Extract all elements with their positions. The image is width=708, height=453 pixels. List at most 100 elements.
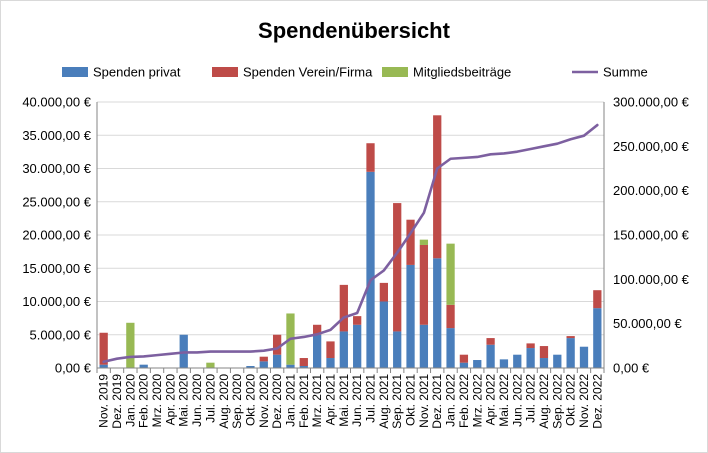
- bar-spenden-verein-firma: [446, 304, 455, 329]
- x-tick-label: Mrz. 2021: [310, 374, 324, 428]
- x-tick-label: Jun. 2022: [510, 374, 524, 427]
- bar-spenden-verein-firma: [433, 115, 442, 259]
- y-left-tick-label: 25.000,00 €: [22, 194, 91, 209]
- bar-spenden-privat: [339, 331, 348, 368]
- x-tick-label: Jul. 2020: [203, 374, 217, 423]
- bar-spenden-verein-firma: [526, 343, 535, 349]
- x-tick-label: Jan. 2022: [444, 374, 458, 427]
- bar-spenden-verein-firma: [99, 332, 108, 365]
- bar-spenden-privat: [486, 344, 495, 368]
- x-tick-label: Nov. 2020: [257, 374, 271, 428]
- bar-spenden-privat: [593, 308, 602, 368]
- x-tick-label: Feb. 2020: [137, 374, 151, 428]
- legend-swatch: [62, 67, 88, 77]
- chart-title: Spendenübersicht: [258, 18, 451, 43]
- bar-spenden-privat: [99, 364, 108, 368]
- bar-spenden-privat: [393, 331, 402, 368]
- x-tick-label: Feb. 2022: [457, 374, 471, 428]
- x-tick-label: Sep. 2021: [390, 374, 404, 429]
- bar-spenden-privat: [379, 301, 388, 368]
- y-right-tick-label: 0,00 €: [613, 361, 650, 376]
- bar-spenden-privat: [299, 366, 308, 368]
- bar-spenden-verein-firma: [406, 219, 415, 265]
- x-tick-label: Dez. 2019: [110, 374, 124, 429]
- x-tick-label: Aug. 2020: [217, 374, 231, 429]
- bar-spenden-privat: [459, 362, 469, 368]
- bar-spenden-verein-firma: [419, 244, 429, 325]
- bar-spenden-verein-firma: [486, 338, 495, 345]
- bar-spenden-verein-firma: [566, 336, 575, 339]
- x-tick-label: Nov. 2021: [417, 374, 431, 428]
- sum-line-layer: [102, 123, 599, 364]
- y-right-tick-label: 250.000,00 €: [613, 139, 690, 154]
- bar-spenden-verein-firma: [353, 316, 362, 325]
- sum-line: [102, 123, 599, 364]
- y-left-tick-label: 5.000,00 €: [30, 327, 92, 342]
- bar-spenden-privat: [513, 354, 522, 368]
- x-tick-label: Okt. 2021: [404, 374, 418, 426]
- legend: Spenden privat Spenden Verein/Firma Mitgli…: [62, 65, 648, 80]
- y-left-tick-label: 20.000,00 €: [22, 228, 91, 243]
- y-right-tick-label: 200.000,00 €: [613, 183, 690, 198]
- bar-spenden-verein-firma: [259, 356, 268, 362]
- bar-spenden-privat: [539, 358, 549, 368]
- x-tick-label: Jul. 2022: [524, 374, 538, 423]
- bar-spenden-privat: [473, 360, 482, 368]
- bar-spenden-privat: [246, 366, 255, 368]
- bar-spenden-verein-firma: [393, 203, 402, 332]
- x-tick-label: Mai. 2022: [497, 374, 511, 427]
- x-tick-label: Dez. 2022: [590, 374, 604, 429]
- x-tick-label: Okt. 2020: [243, 374, 257, 426]
- bar-spenden-verein-firma: [379, 282, 388, 302]
- y-left-tick-label: 0,00 €: [55, 361, 92, 376]
- bar-spenden-privat: [406, 264, 415, 368]
- legend-label: Mitgliedsbeiträge: [413, 65, 511, 80]
- bars: [99, 115, 602, 368]
- y-right-tick-label: 50.000,00 €: [613, 316, 682, 331]
- legend-label: Spenden privat: [93, 65, 181, 80]
- bar-spenden-privat: [326, 358, 335, 368]
- bar-spenden-verein-firma: [366, 143, 375, 172]
- bar-mitgliedsbeiträge: [126, 322, 135, 368]
- axes: 0,00 € 5.000,00 € 10.000,00 € 15.000,00 € 20…: [22, 95, 689, 429]
- bar-spenden-privat: [272, 354, 282, 368]
- x-tick-label: Mai. 2020: [177, 374, 191, 427]
- x-tick-label: Aug. 2022: [537, 374, 551, 429]
- x-tick-label: Apr. 2021: [323, 374, 337, 426]
- x-tick-label: Apr. 2020: [163, 374, 177, 426]
- x-tick-label: Jan. 2020: [123, 374, 137, 427]
- bar-spenden-privat: [566, 338, 575, 368]
- legend-swatch: [212, 67, 238, 77]
- gridlines: [97, 101, 604, 369]
- legend-label: Summe: [603, 65, 648, 80]
- bar-spenden-verein-firma: [326, 341, 335, 359]
- y-right-tick-label: 300.000,00 €: [613, 95, 690, 110]
- bar-spenden-verein-firma: [299, 358, 308, 367]
- bar-spenden-privat: [419, 324, 429, 368]
- y-left-tick-label: 10.000,00 €: [22, 294, 91, 309]
- x-tick-label: Jul. 2021: [364, 374, 378, 423]
- bar-spenden-privat: [353, 324, 362, 368]
- bar-spenden-verein-firma: [313, 324, 322, 335]
- bar-mitgliedsbeiträge: [206, 362, 215, 368]
- y-left-tick-label: 40.000,00 €: [22, 95, 91, 110]
- x-tick-label: Feb. 2021: [297, 374, 311, 428]
- bar-spenden-privat: [366, 171, 375, 368]
- bar-spenden-privat: [526, 348, 535, 368]
- x-tick-label: Nov. 2019: [97, 374, 111, 428]
- bar-spenden-verein-firma: [272, 334, 282, 355]
- x-tick-label: Okt. 2022: [564, 374, 578, 426]
- bar-spenden-verein-firma: [459, 354, 469, 363]
- x-tick-label: Sep. 2022: [550, 374, 564, 429]
- bar-spenden-privat: [259, 361, 268, 368]
- x-tick-label: Apr. 2022: [484, 374, 498, 426]
- y-left-tick-label: 35.000,00 €: [22, 128, 91, 143]
- bar-mitgliedsbeiträge: [419, 239, 429, 245]
- x-tick-label: Jun. 2021: [350, 374, 364, 427]
- bar-spenden-privat: [499, 359, 509, 368]
- bar-mitgliedsbeiträge: [446, 243, 455, 305]
- legend-swatch: [382, 67, 408, 77]
- y-right-tick-label: 100.000,00 €: [613, 272, 690, 287]
- bar-spenden-privat: [313, 334, 322, 368]
